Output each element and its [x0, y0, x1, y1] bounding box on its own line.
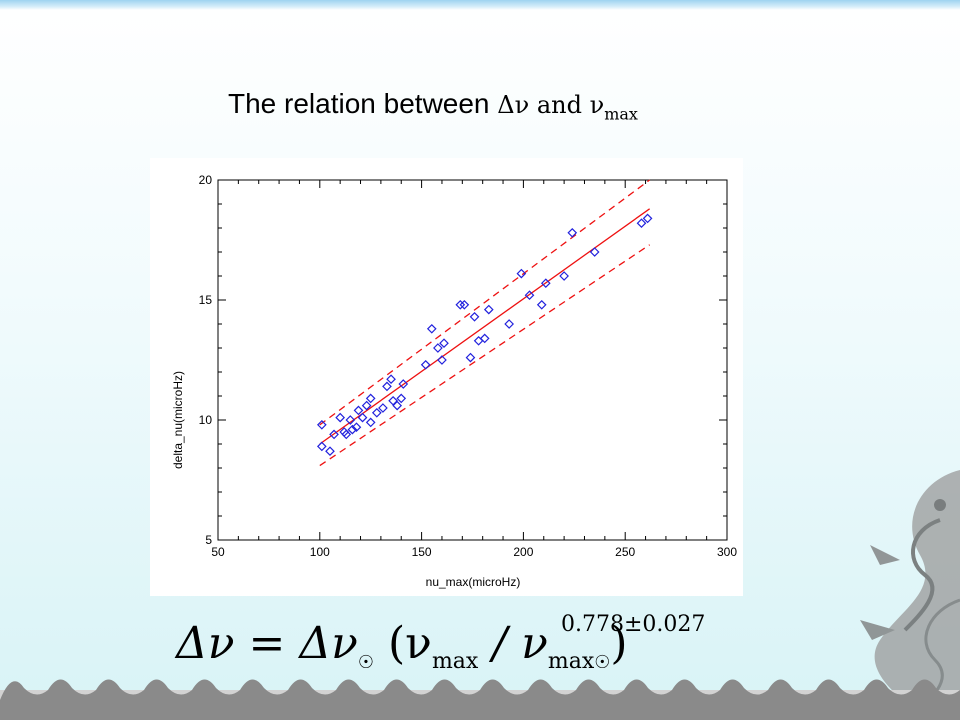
chart-container: 50 100 150 200 250 300 5 10 15 20 nu_max(microHz)… [150, 158, 743, 596]
y-tick-label: 15 [199, 293, 213, 307]
axes-layer: 50 100 150 200 250 300 5 10 15 20 [199, 173, 738, 559]
data-point [361, 400, 372, 411]
data-point [455, 299, 466, 310]
data-point [371, 407, 382, 418]
data-point [325, 446, 335, 457]
data-point [335, 412, 346, 423]
data-point [642, 213, 653, 224]
data-point [378, 403, 388, 413]
data-point [437, 355, 447, 365]
x-tick-label: 200 [513, 545, 533, 559]
data-point [398, 379, 409, 389]
data-point [567, 227, 578, 238]
lower-band-line [319, 244, 650, 467]
data-point [392, 400, 403, 411]
title-text: The relation between [228, 88, 498, 119]
data-point [559, 271, 569, 281]
data-point [504, 319, 514, 329]
data-point [465, 352, 476, 363]
data-point [479, 333, 490, 344]
dragon-ornament [860, 470, 960, 720]
data-point [426, 323, 437, 334]
data-point [365, 393, 376, 404]
data-point [420, 359, 431, 370]
data-point [433, 343, 443, 353]
data-point [524, 290, 535, 301]
formula-exponent: 0.778±0.027 [561, 612, 706, 637]
data-point [329, 429, 339, 440]
y-axis-label: delta_nu(microHz) [171, 371, 185, 469]
y-tick-label: 10 [199, 413, 213, 427]
data-point [459, 299, 470, 310]
formula-lhs: Δν = Δν [176, 618, 358, 669]
data-point [386, 374, 396, 385]
formula-main: Δν = Δν☉ (νmax / νmax☉) [176, 618, 628, 674]
x-tick-label: 250 [615, 545, 635, 559]
data-point [345, 415, 356, 425]
formula-paren-close: ) [610, 618, 628, 669]
data-point [316, 441, 327, 452]
data-point [357, 412, 368, 423]
formula-sub-max: max [431, 648, 479, 674]
title-delta-nu: Δν [497, 91, 530, 119]
data-point [540, 278, 551, 289]
data-point [536, 299, 547, 310]
data-point [469, 311, 480, 322]
formula-sun-mark-2: ☉ [594, 651, 611, 673]
x-tick-label: 50 [211, 545, 225, 559]
x-tick-label: 300 [717, 545, 737, 559]
data-point [396, 393, 407, 404]
y-tick-label: 20 [199, 173, 213, 187]
wave-border [0, 679, 960, 720]
data-point [636, 218, 647, 229]
formula-sub-max-2: max [547, 648, 595, 674]
data-point [316, 419, 327, 430]
formula-paren-open: (ν [374, 618, 432, 669]
data-point [351, 422, 362, 433]
data-point [347, 424, 358, 435]
data-point [388, 395, 398, 406]
fit-lines-layer [319, 179, 651, 467]
plot-frame [217, 179, 728, 541]
x-tick-label: 150 [412, 545, 432, 559]
scaling-formula: Δν = Δν☉ (νmax / νmax☉) 0.778±0.027 [176, 612, 705, 674]
scatter-chart: 50 100 150 200 250 300 5 10 15 20 nu_max(microHz)… [171, 173, 738, 589]
data-point [382, 381, 392, 392]
data-point [516, 268, 527, 279]
points-layer [316, 213, 653, 457]
fit-line [319, 208, 651, 445]
formula-slash: / ν [478, 618, 548, 669]
data-point [365, 417, 376, 428]
data-point [589, 247, 600, 257]
slide-title: The relation between Δν and νmax [228, 88, 638, 124]
x-axis-label: nu_max(microHz) [426, 575, 521, 589]
data-point [353, 405, 364, 416]
upper-band-line [319, 179, 651, 426]
formula-sun-mark: ☉ [357, 651, 375, 673]
slide-top-bar [0, 0, 960, 10]
data-point [439, 338, 449, 349]
y-tick-label: 5 [205, 533, 212, 547]
x-tick-label: 100 [310, 545, 330, 559]
title-and-nu: and ν [529, 91, 605, 119]
data-point [341, 429, 352, 440]
title-subscript-max: max [604, 104, 638, 124]
data-point [483, 304, 494, 315]
